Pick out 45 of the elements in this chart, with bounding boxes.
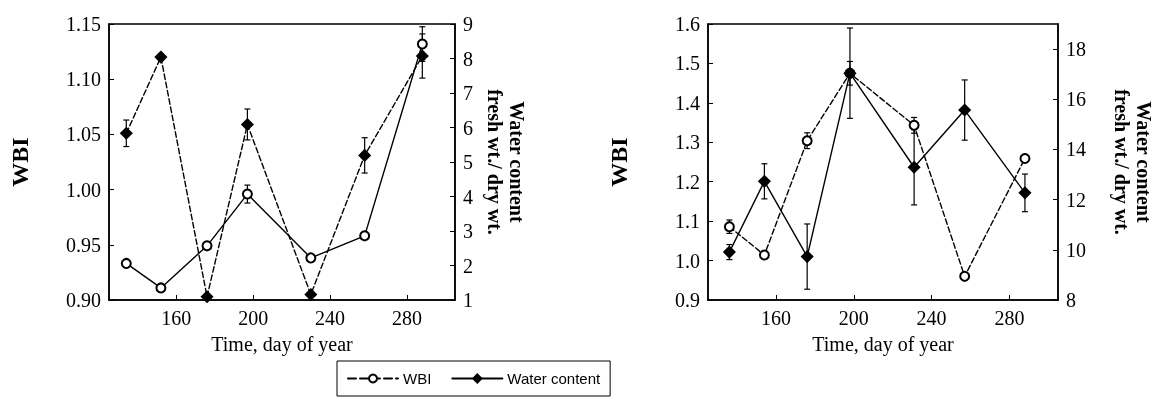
y-axis-title: WBI bbox=[606, 137, 632, 187]
y-axis-title: WBI bbox=[7, 137, 33, 187]
x-tick-label: 280 bbox=[391, 307, 422, 329]
y2-tick-label: 7 bbox=[463, 82, 473, 104]
y2-tick-label: 8 bbox=[463, 47, 473, 70]
y-tick-label: 1.2 bbox=[675, 170, 700, 193]
x-tick-label: 200 bbox=[238, 307, 269, 329]
y2-tick-label: 4 bbox=[463, 185, 473, 208]
x-tick-label: 240 bbox=[315, 307, 346, 329]
legend-label: WBI bbox=[403, 370, 432, 387]
y2-tick-label: 3 bbox=[463, 220, 473, 242]
y2-tick-label: 9 bbox=[463, 13, 473, 35]
x-axis-title: Time, day of year bbox=[211, 333, 354, 356]
y2-axis-title: Water content fresh wt./ dry wt. bbox=[482, 89, 528, 235]
y-tick-label: 1.15 bbox=[66, 13, 101, 35]
y2-tick-label: 16 bbox=[1066, 88, 1086, 111]
y2-tick-label: 6 bbox=[463, 116, 473, 139]
legend-label: Water content bbox=[507, 370, 601, 387]
y-tick-label: 1.1 bbox=[675, 210, 700, 233]
y-tick-label: 1.10 bbox=[66, 68, 101, 91]
y2-tick-label: 14 bbox=[1066, 138, 1086, 161]
x-tick-label: 240 bbox=[916, 307, 947, 329]
y-tick-label: 1.5 bbox=[675, 52, 700, 75]
y2-tick-label: 18 bbox=[1066, 38, 1086, 61]
y2-tick-label: 5 bbox=[463, 151, 473, 173]
x-tick-label: 160 bbox=[161, 307, 192, 329]
x-tick-label: 280 bbox=[994, 307, 1025, 329]
y-tick-label: 1.6 bbox=[675, 13, 700, 35]
y-tick-label: 1.05 bbox=[66, 123, 101, 146]
x-tick-label: 160 bbox=[761, 307, 792, 329]
y2-tick-label: 1 bbox=[463, 289, 473, 311]
y-tick-label: 1.3 bbox=[675, 131, 700, 154]
x-tick-label: 200 bbox=[838, 307, 869, 329]
y-tick-label: 1.4 bbox=[675, 91, 700, 114]
y-tick-label: 0.9 bbox=[675, 289, 700, 311]
y2-tick-label: 8 bbox=[1066, 289, 1076, 311]
y2-tick-label: 10 bbox=[1066, 238, 1086, 261]
y-tick-label: 0.95 bbox=[66, 233, 101, 256]
y-tick-label: 1.0 bbox=[675, 249, 700, 272]
y-tick-label: 0.90 bbox=[66, 289, 101, 311]
y2-axis-title: Water content fresh wt./ dry wt. bbox=[1110, 89, 1155, 235]
y2-tick-label: 2 bbox=[463, 254, 473, 277]
y2-tick-label: 12 bbox=[1066, 188, 1086, 211]
y-tick-label: 1.00 bbox=[66, 178, 101, 201]
x-axis-title: Time, day of year bbox=[812, 333, 955, 356]
